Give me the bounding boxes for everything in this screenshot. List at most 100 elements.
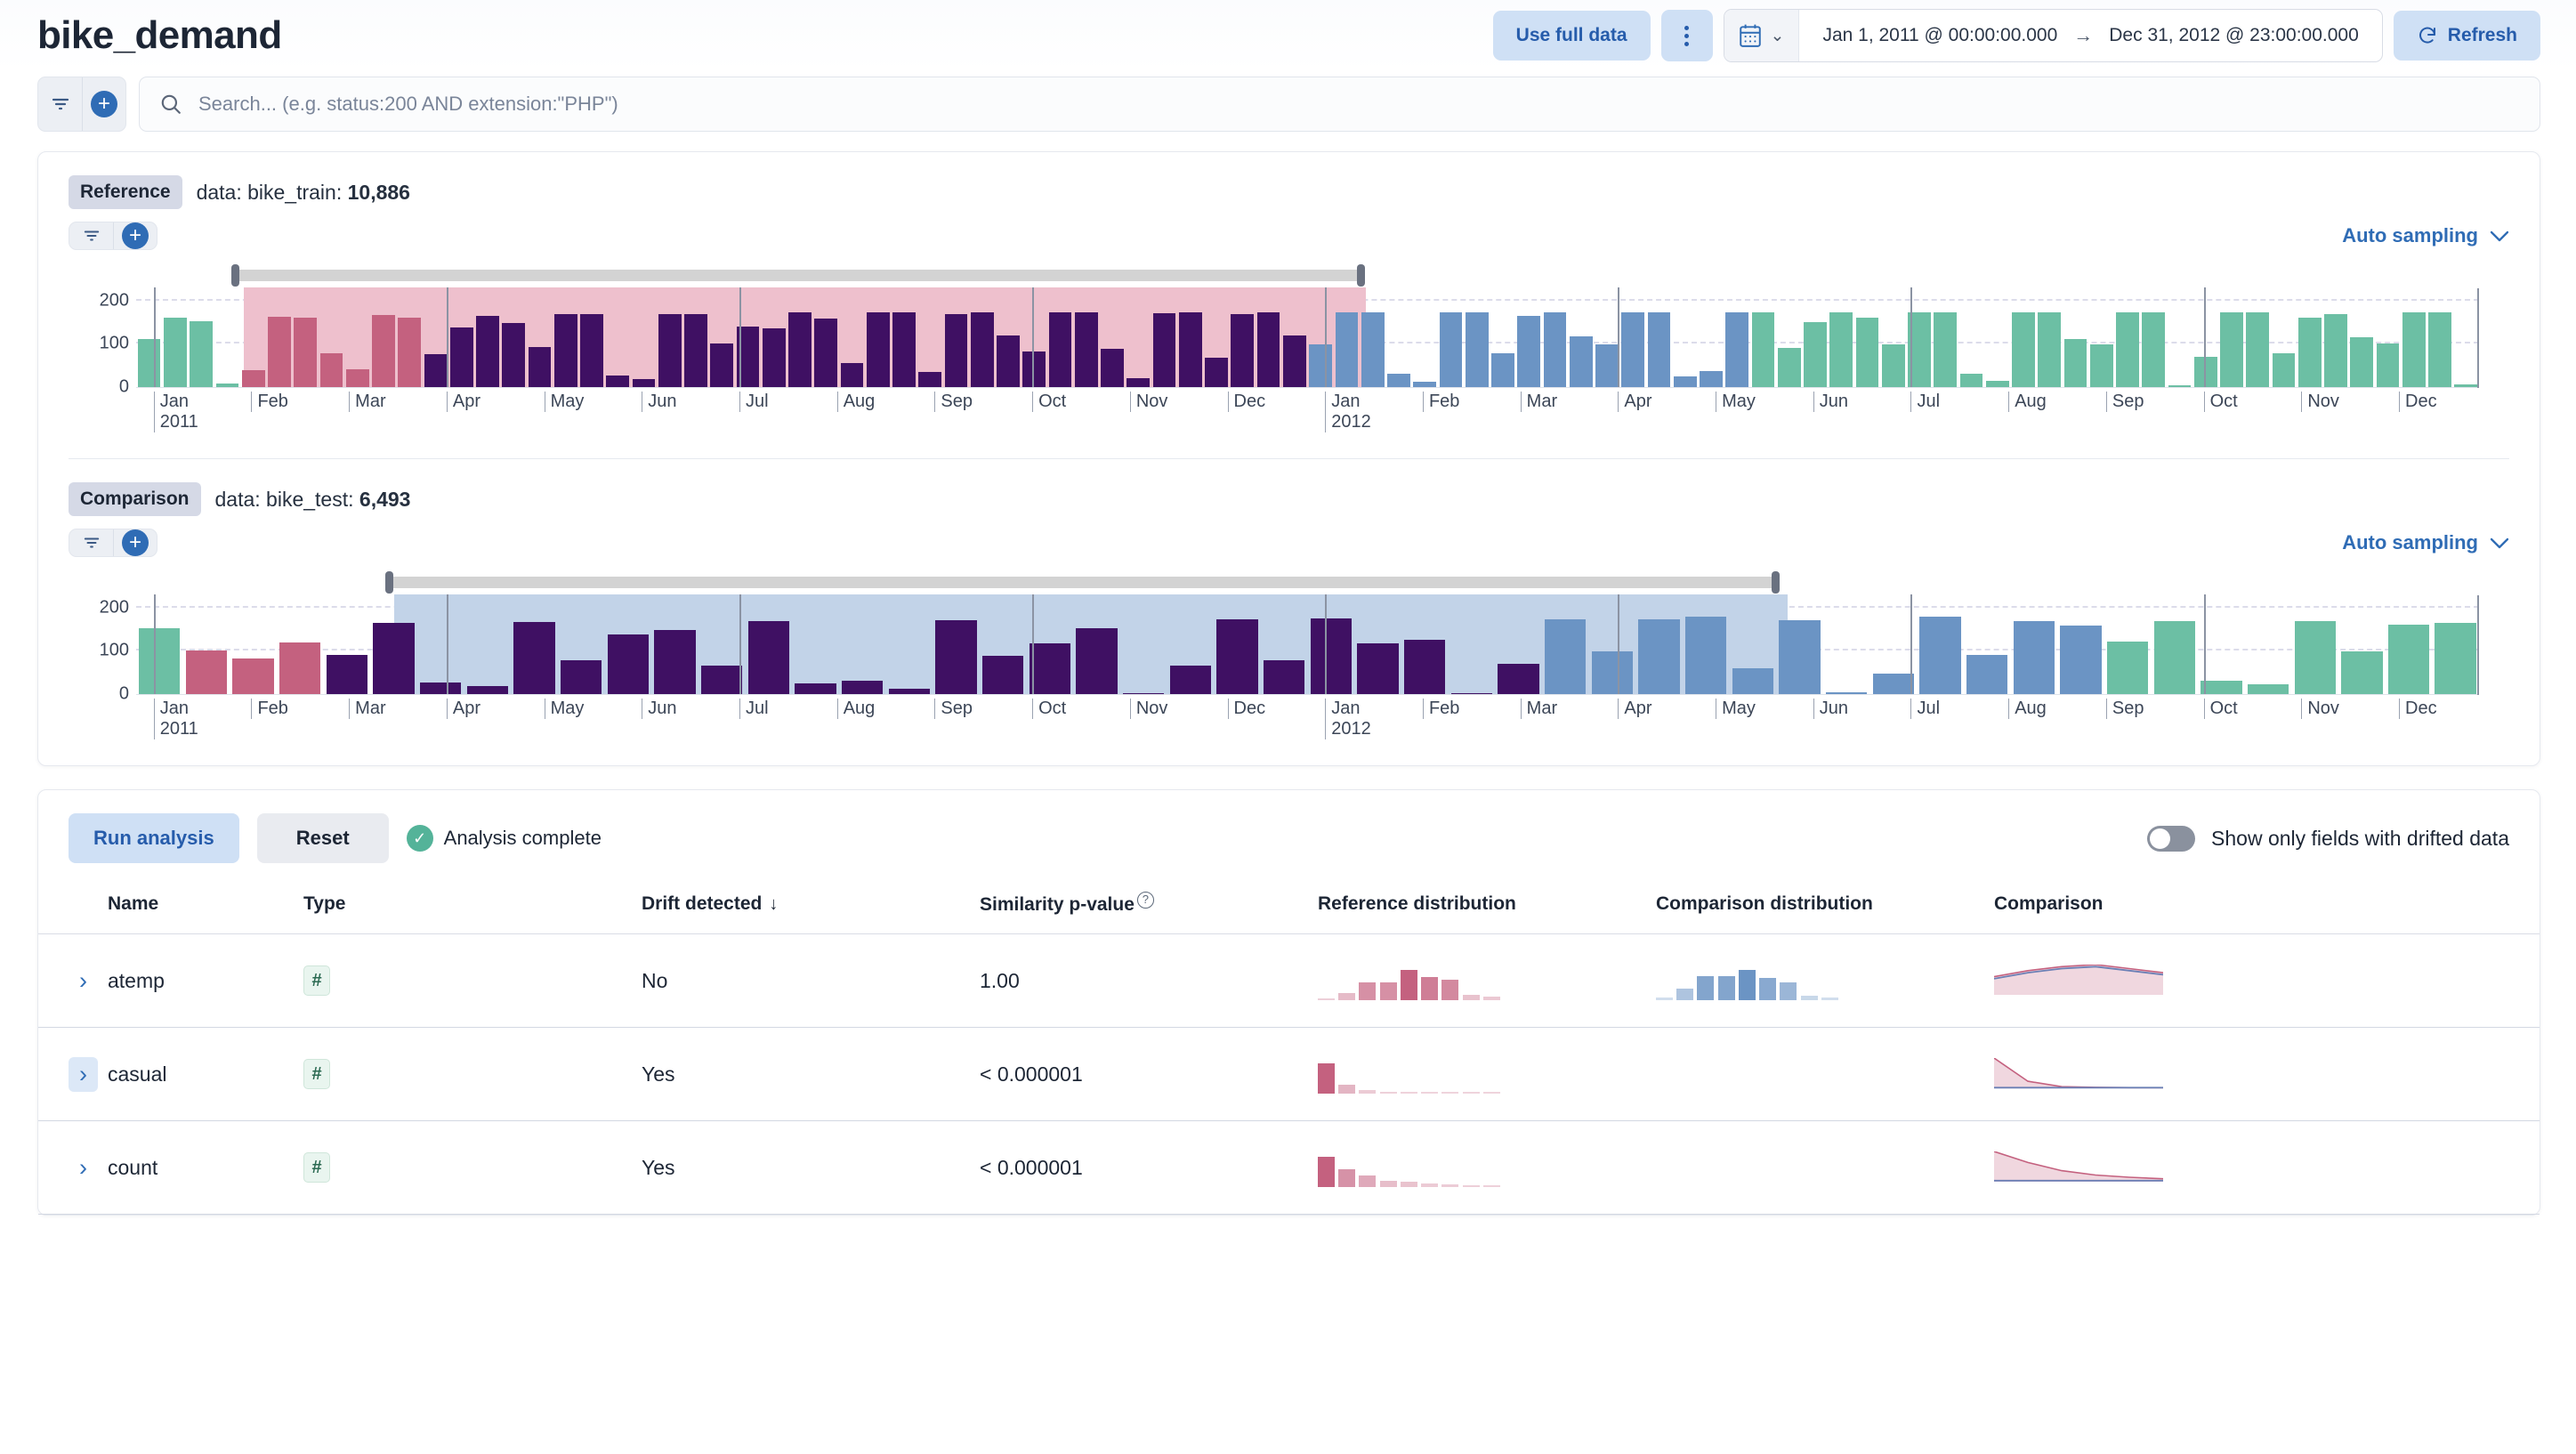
x-tick-label: Oct <box>1032 392 1066 412</box>
histogram-bar <box>2038 312 2062 387</box>
histogram-bar <box>553 314 577 387</box>
calendar-icon[interactable]: ⌄ <box>1724 10 1800 61</box>
sparkline-bar <box>1780 982 1797 1000</box>
filter-icon[interactable] <box>69 222 113 249</box>
histogram-bar <box>658 314 682 387</box>
y-tick-label: 200 <box>99 290 129 311</box>
reference-plot: 0 100 200 <box>100 287 2479 397</box>
brush-handle-right[interactable] <box>1772 571 1781 594</box>
axis-tick <box>446 594 448 694</box>
sparkline-bar <box>1421 1092 1439 1094</box>
histogram-bar <box>2246 312 2270 387</box>
axis-tick <box>153 594 156 694</box>
reset-button[interactable]: Reset <box>256 813 389 863</box>
histogram-bar <box>701 666 743 694</box>
histogram-bar <box>607 634 650 694</box>
histogram-bar <box>1309 344 1332 387</box>
plus-icon: + <box>122 222 149 249</box>
col-name[interactable]: Name <box>108 883 303 934</box>
chevron-down-icon: ⌄ <box>1770 26 1785 45</box>
question-mark-icon[interactable]: ? <box>1136 892 1154 909</box>
histogram-bar <box>684 314 707 387</box>
brush-handle-right[interactable] <box>1357 264 1366 287</box>
plus-icon: + <box>91 91 117 117</box>
cell-similarity-pvalue: < 0.000001 <box>980 1120 1318 1215</box>
sparkline-bar <box>1359 1090 1377 1094</box>
brush-handle-left[interactable] <box>385 571 394 594</box>
histogram-bar <box>1465 312 1489 387</box>
sparkline-bar <box>1338 1084 1356 1094</box>
brush-track[interactable] <box>234 270 1362 281</box>
date-range-picker[interactable]: ⌄ Jan 1, 2011 @ 00:00:00.000 → Dec 31, 2… <box>1723 9 2383 62</box>
x-tick-label: Nov <box>2301 699 2339 719</box>
arrow-right-icon: → <box>2073 24 2094 46</box>
table-row[interactable]: › casual # Yes < 0.000001 <box>38 1027 2540 1121</box>
chevron-right-icon[interactable]: › <box>79 1153 87 1181</box>
reference-brush[interactable] <box>136 264 2479 287</box>
sparkline-bar <box>1482 1185 1500 1187</box>
date-range-text[interactable]: Jan 1, 2011 @ 00:00:00.000 → Dec 31, 201… <box>1799 24 2381 47</box>
comparison-auto-sampling[interactable]: Auto sampling <box>2342 531 2509 554</box>
comparison-tools: + Auto sampling <box>38 516 2540 557</box>
axis-tick <box>2203 594 2206 694</box>
comparison-y-axis: 0 100 200 <box>69 594 129 703</box>
comparison-header: Comparison data: bike_test: 6,493 <box>38 459 2540 516</box>
histogram-bar <box>2060 626 2102 694</box>
sparkline-bar <box>1318 998 1336 1000</box>
filter-icon[interactable] <box>38 77 82 131</box>
histogram-bar <box>2294 621 2336 694</box>
show-drifted-toggle[interactable] <box>2147 825 2196 852</box>
histogram-bar <box>345 368 369 387</box>
more-options-icon[interactable] <box>1660 10 1713 61</box>
histogram-bar <box>2142 312 2166 387</box>
histogram-bar <box>1595 344 1619 387</box>
col-drift-detected[interactable]: Drift detected ↓ <box>642 883 980 934</box>
table-header-row: Name Type Drift detected ↓ Similarity p-v… <box>38 883 2540 934</box>
reference-chart[interactable]: 0 100 200 Jan 2011 Feb Mar Apr May Jun Jul Aug Sep… <box>38 250 2540 458</box>
x-tick-label: Dec <box>2399 699 2437 719</box>
refresh-button[interactable]: Refresh <box>2393 11 2540 61</box>
histogram-bar <box>1881 344 1905 387</box>
histogram-bar <box>710 343 734 387</box>
overlay-sparkline <box>1994 961 2540 1000</box>
comparison-brush[interactable] <box>136 571 2479 594</box>
histogram-bar <box>982 656 1024 694</box>
chevron-right-icon[interactable]: › <box>79 966 87 994</box>
histogram-bar <box>1700 370 1723 387</box>
histogram-bar <box>654 629 696 694</box>
histogram-bar <box>466 686 509 694</box>
cell-comparison-distribution <box>1656 1120 1994 1215</box>
histogram-bar <box>1621 312 1645 387</box>
check-circle-icon: ✓ <box>406 825 433 852</box>
chevron-right-icon[interactable]: › <box>69 1056 98 1092</box>
col-similarity-pvalue[interactable]: Similarity p-value? <box>980 883 1318 934</box>
cell-type: # <box>303 1120 642 1215</box>
histogram-bar <box>1517 315 1541 387</box>
histogram-bar <box>1152 313 1176 387</box>
table-row[interactable]: › atemp # No 1.00 <box>38 933 2540 1028</box>
histogram-bar <box>476 315 499 387</box>
brush-handle-left[interactable] <box>230 264 239 287</box>
histogram-bar <box>1751 312 1775 387</box>
col-type[interactable]: Type <box>303 883 642 934</box>
reference-auto-sampling[interactable]: Auto sampling <box>2342 224 2509 247</box>
use-full-data-button[interactable]: Use full data <box>1492 11 1651 61</box>
sparkline-bar <box>1441 1183 1459 1187</box>
comparison-chart[interactable]: 0 100 200 Jan 2011 Feb Mar Apr May Jun Jul Aug Sep… <box>38 557 2540 765</box>
histogram-bar <box>1178 312 1202 387</box>
search-input[interactable]: Search... (e.g. status:200 AND extension… <box>139 77 2540 132</box>
sparkline-bar <box>1676 988 1694 1000</box>
histogram-bar <box>1725 312 1749 387</box>
x-tick-label: Jun <box>1813 392 1848 412</box>
add-filter-button[interactable]: + <box>113 529 157 556</box>
filter-icon[interactable] <box>69 529 113 556</box>
axis-tick <box>1325 594 1328 694</box>
sparkline-bar <box>1482 1092 1500 1094</box>
table-row[interactable]: › count # Yes < 0.000001 <box>38 1120 2540 1215</box>
run-analysis-button[interactable]: Run analysis <box>69 813 239 863</box>
axis-tick <box>1910 287 1913 387</box>
brush-track[interactable] <box>389 577 1777 588</box>
bar-series <box>136 287 2479 387</box>
add-filter-button[interactable]: + <box>113 222 157 249</box>
add-filter-button[interactable]: + <box>82 77 125 131</box>
